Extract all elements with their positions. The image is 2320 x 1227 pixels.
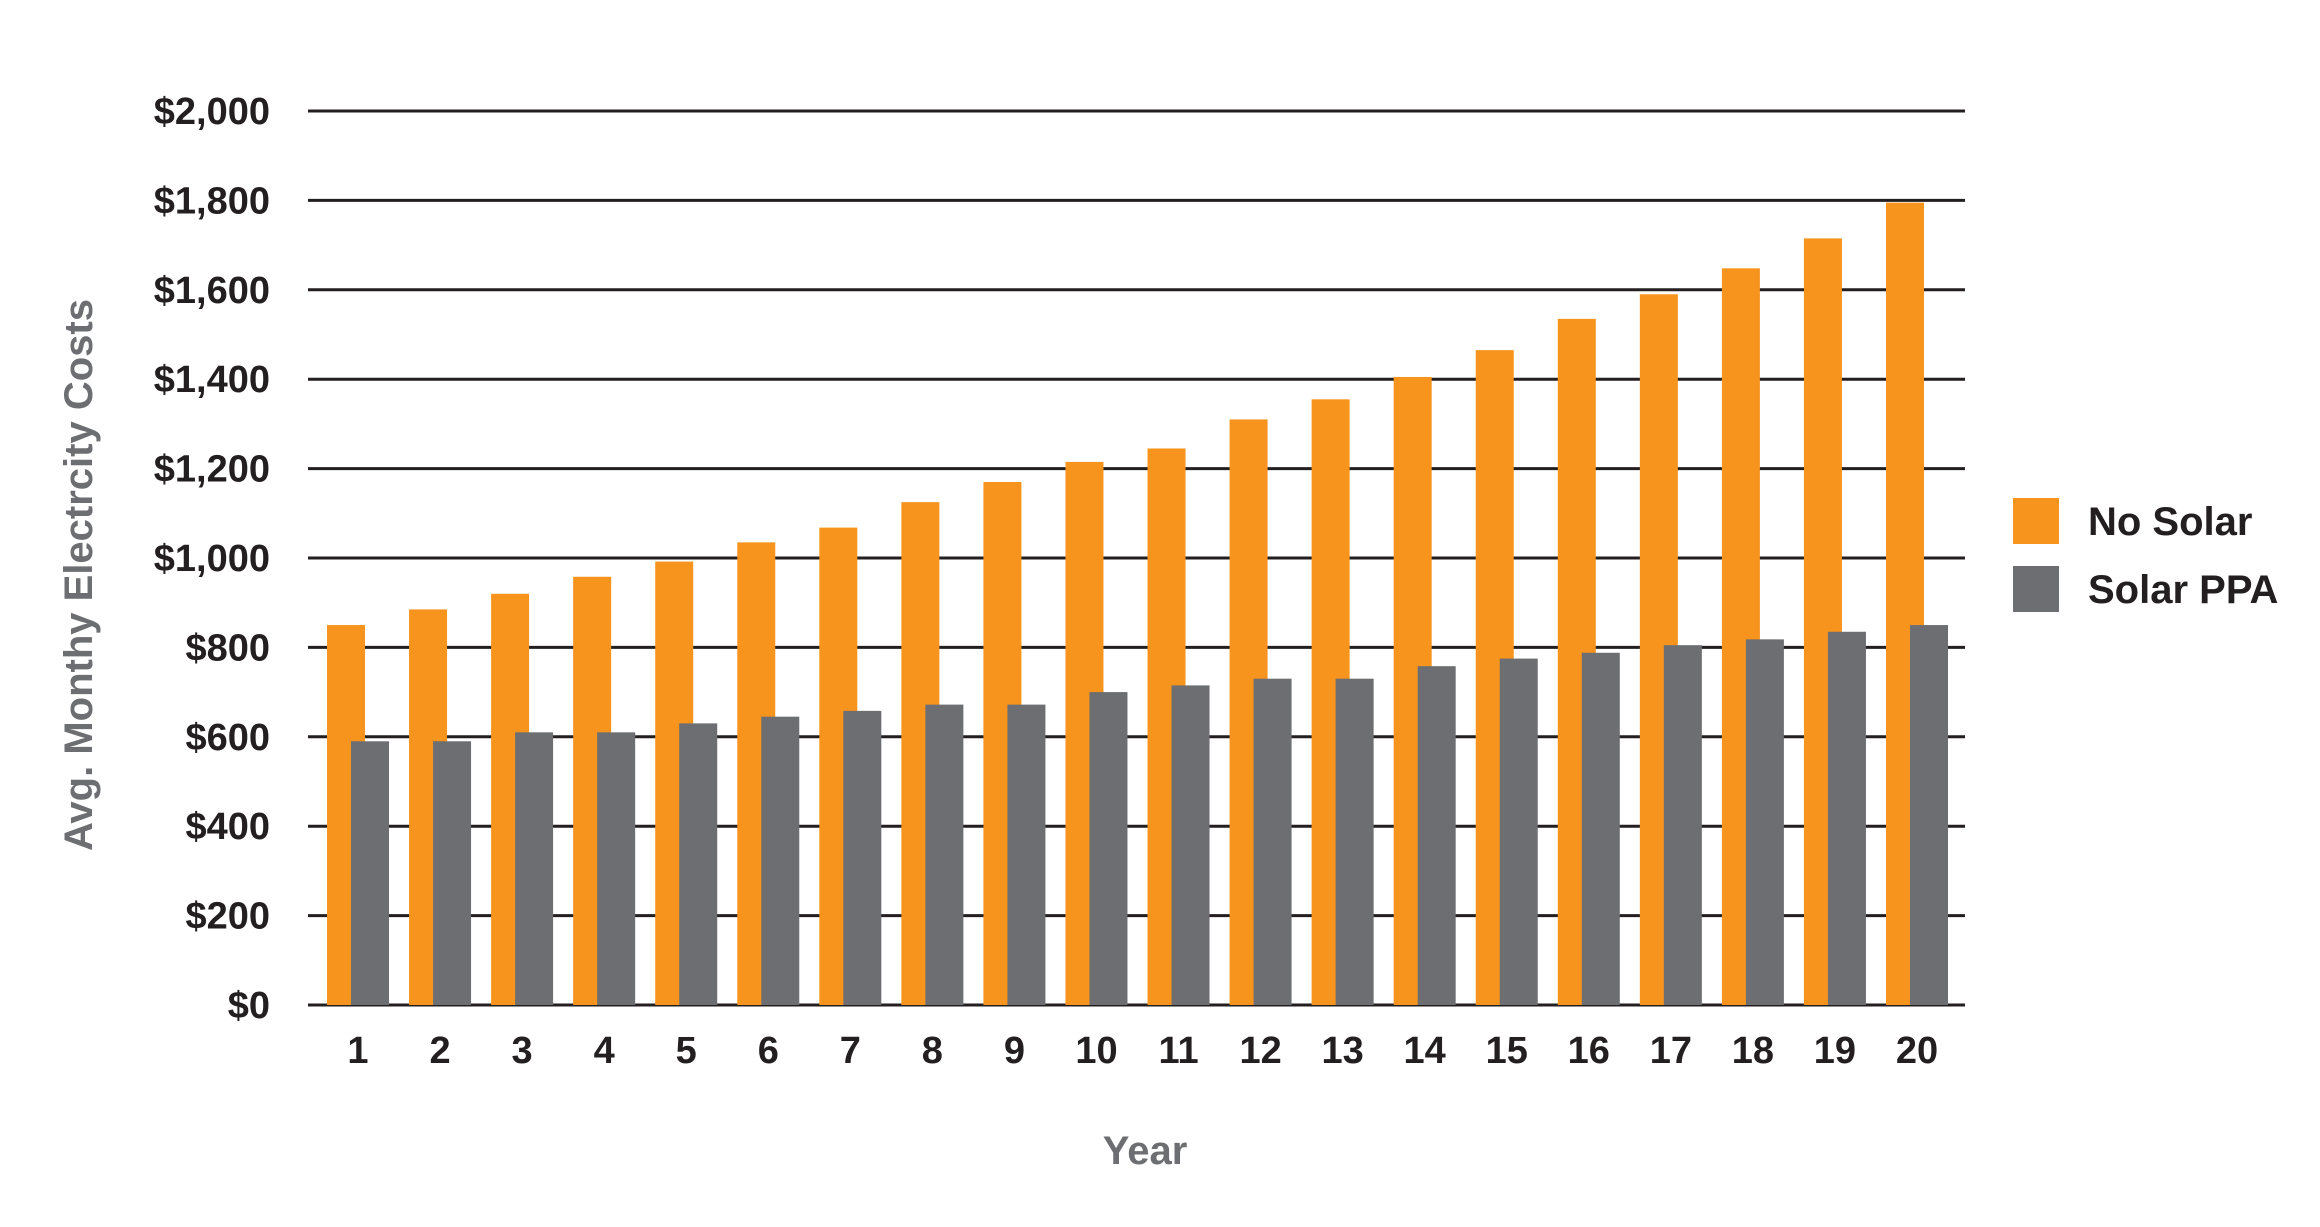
- x-tick-label: 11: [1158, 1030, 1198, 1072]
- bar-solar-ppa: [1910, 625, 1948, 1005]
- bar-solar-ppa: [925, 704, 964, 1005]
- y-tick-label: $1,000: [154, 538, 270, 580]
- x-tick-label: 3: [512, 1030, 533, 1072]
- x-tick-label: 20: [1896, 1030, 1938, 1072]
- bar-solar-ppa: [1417, 666, 1456, 1005]
- bar-solar-ppa: [843, 710, 882, 1005]
- bar-solar-ppa: [1745, 639, 1784, 1005]
- x-tick-label: 10: [1075, 1030, 1117, 1072]
- bar-solar-ppa: [761, 716, 800, 1005]
- x-tick-label: 14: [1404, 1030, 1446, 1072]
- legend-label-solar-ppa: Solar PPA: [2088, 568, 2278, 612]
- legend: No Solar Solar PPA: [2013, 498, 2278, 612]
- x-tick-label: 5: [676, 1030, 697, 1072]
- x-tick-label: 13: [1321, 1030, 1363, 1072]
- bar-solar-ppa: [433, 741, 472, 1005]
- x-tick-label: 16: [1568, 1030, 1610, 1072]
- x-tick-label: 12: [1239, 1030, 1281, 1072]
- y-tick-label: $1,200: [154, 449, 270, 491]
- bar-solar-ppa: [1089, 692, 1128, 1005]
- bar-solar-ppa: [1253, 678, 1292, 1005]
- x-tick-label: 1: [347, 1030, 368, 1072]
- y-tick-label: $800: [185, 627, 270, 669]
- bar-solar-ppa: [351, 741, 389, 1005]
- x-tick-label: 17: [1650, 1030, 1692, 1072]
- bar-solar-ppa: [1581, 652, 1620, 1005]
- x-tick-label: 4: [594, 1030, 615, 1072]
- bar-solar-ppa: [1663, 645, 1702, 1005]
- gridlines: [308, 109, 1965, 1007]
- legend-swatch-no-solar: [2013, 498, 2059, 544]
- y-tick-labels: $0 $200 $400 $600 $800 $1,000 $1,200 $1,400 $1,6…: [154, 91, 270, 1027]
- bars: [327, 202, 1948, 1006]
- bar-solar-ppa: [1827, 631, 1866, 1005]
- x-axis-title: Year: [1103, 1129, 1188, 1173]
- y-tick-label: $200: [185, 896, 270, 938]
- y-tick-label: $0: [228, 985, 270, 1027]
- x-tick-label: 2: [429, 1030, 450, 1072]
- x-tick-label: 6: [758, 1030, 779, 1072]
- bar-solar-ppa: [597, 732, 636, 1005]
- y-axis-title: Avg. Monthy Electrcity Costs: [57, 299, 101, 851]
- y-tick-label: $1,400: [154, 359, 270, 401]
- bar-solar-ppa: [1499, 658, 1538, 1005]
- x-tick-label: 8: [922, 1030, 943, 1072]
- bar-solar-ppa: [1335, 678, 1374, 1005]
- x-tick-label: 9: [1004, 1030, 1025, 1072]
- legend-label-no-solar: No Solar: [2088, 500, 2252, 544]
- x-tick-label: 15: [1486, 1030, 1528, 1072]
- bar-solar-ppa: [1171, 685, 1210, 1005]
- y-tick-label: $2,000: [154, 91, 270, 133]
- y-tick-label: $600: [185, 717, 270, 759]
- y-tick-label: $1,600: [154, 270, 270, 312]
- bar-solar-ppa: [679, 723, 718, 1005]
- x-tick-labels: 1 2 3 4 5 6 7 8 9 10 11 12 13 14 15 16 17 18 19 20: [347, 1030, 1938, 1072]
- x-tick-label: 19: [1814, 1030, 1856, 1072]
- legend-swatch-solar-ppa: [2013, 566, 2059, 612]
- bar-solar-ppa: [1007, 704, 1046, 1005]
- x-tick-label: 7: [840, 1030, 861, 1072]
- y-tick-label: $400: [185, 806, 270, 848]
- bar-solar-ppa: [515, 732, 554, 1005]
- x-tick-label: 18: [1732, 1030, 1774, 1072]
- y-tick-label: $1,800: [154, 180, 270, 222]
